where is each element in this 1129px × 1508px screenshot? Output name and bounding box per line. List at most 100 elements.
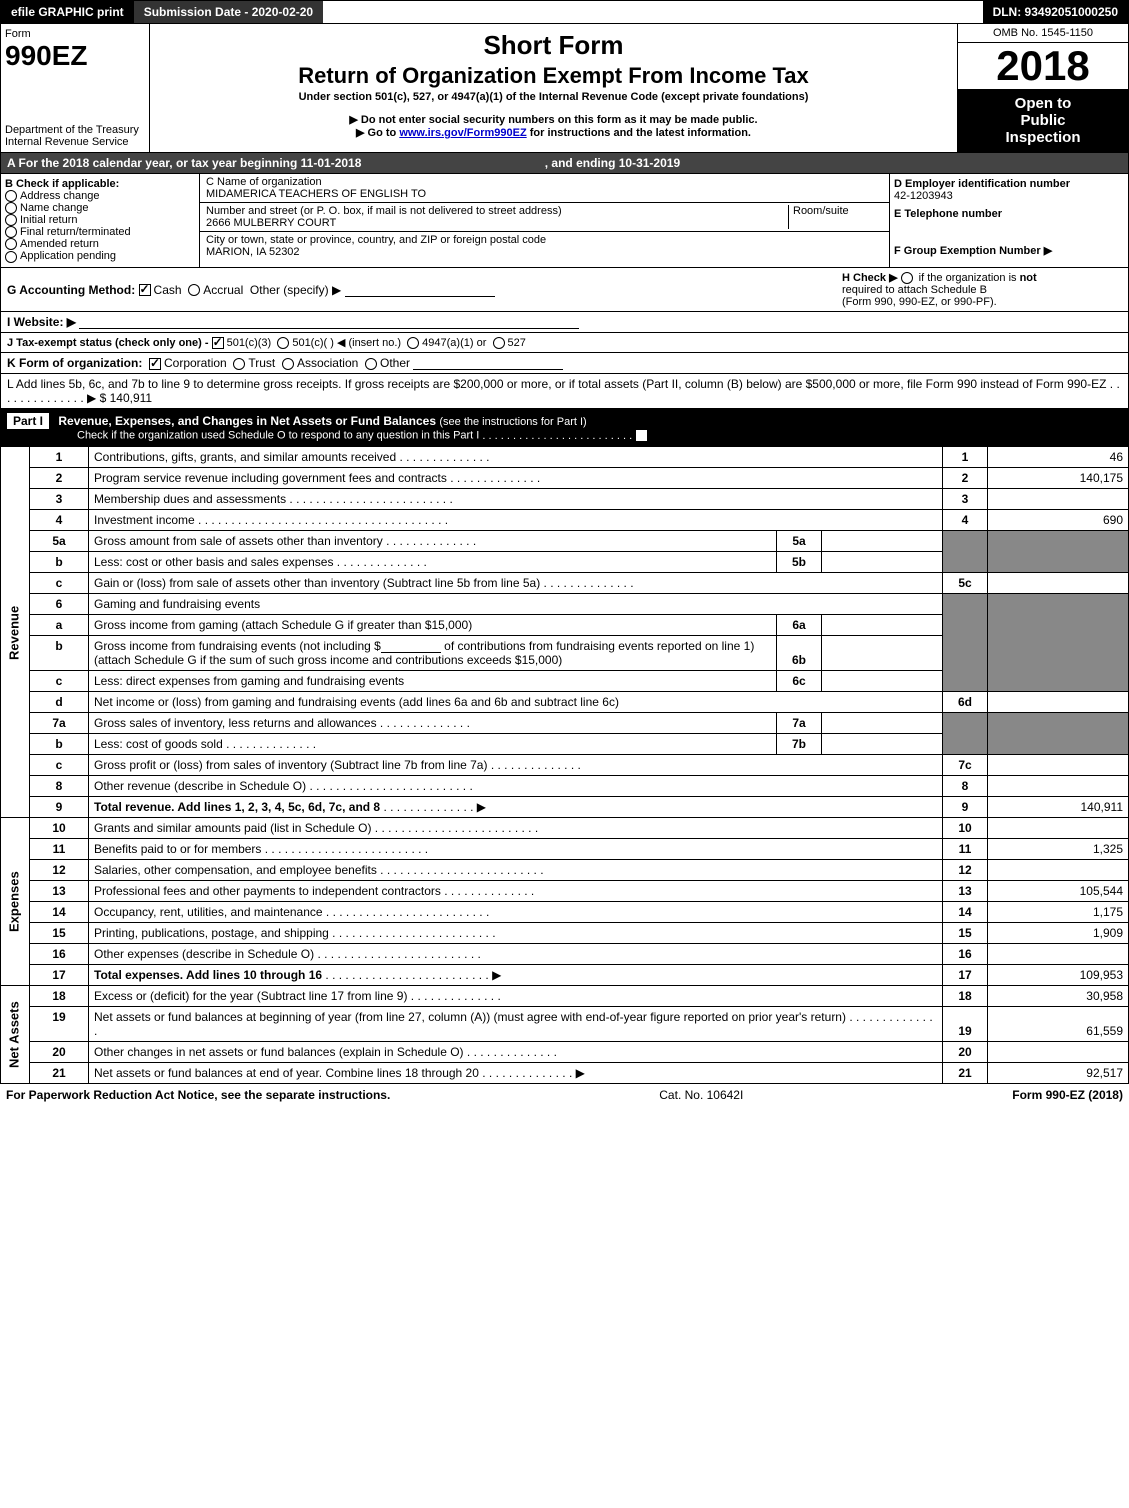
check-amended-return[interactable]: Amended return bbox=[5, 238, 195, 250]
check-cash[interactable] bbox=[139, 284, 151, 296]
opt-amended-return: Amended return bbox=[20, 238, 99, 250]
title-short-form: Short Form bbox=[154, 30, 953, 61]
check-application-pending[interactable]: Application pending bbox=[5, 250, 195, 262]
check-initial-return[interactable]: Initial return bbox=[5, 214, 195, 226]
line-1-val: 46 bbox=[988, 447, 1129, 468]
public: Public bbox=[960, 112, 1126, 129]
line-16-val bbox=[988, 944, 1129, 965]
check-other-org[interactable] bbox=[365, 358, 377, 370]
line-6-desc: Gaming and fundraising events bbox=[89, 594, 943, 615]
row-j: J Tax-exempt status (check only one) - 5… bbox=[0, 333, 1129, 353]
goto-line: ▶ Go to www.irs.gov/Form990EZ for instru… bbox=[154, 126, 953, 139]
line-14-num: 14 bbox=[30, 902, 89, 923]
website-blank bbox=[79, 316, 579, 329]
line-15-desc: Printing, publications, postage, and shi… bbox=[89, 923, 943, 944]
label-other-specify: Other (specify) ▶ bbox=[250, 283, 341, 297]
ssn-warning: ▶ Do not enter social security numbers o… bbox=[154, 113, 953, 126]
line-13-num: 13 bbox=[30, 881, 89, 902]
line-12-val bbox=[988, 860, 1129, 881]
check-association[interactable] bbox=[282, 358, 294, 370]
part1-header: Part I Revenue, Expenses, and Changes in… bbox=[0, 409, 1129, 446]
line-15-num: 15 bbox=[30, 923, 89, 944]
i-label: I Website: ▶ bbox=[7, 315, 76, 329]
title-return: Return of Organization Exempt From Incom… bbox=[154, 63, 953, 89]
line-7b-mv bbox=[822, 734, 943, 755]
line-9-val: 140,911 bbox=[988, 797, 1129, 818]
revenue-section-label: Revenue bbox=[1, 447, 30, 818]
box-def: D Employer identification number 42-1203… bbox=[890, 174, 1128, 267]
line-6a-mn: 6a bbox=[777, 615, 822, 636]
form-container: efile GRAPHIC print Submission Date - 20… bbox=[0, 0, 1129, 1106]
check-h[interactable] bbox=[901, 272, 913, 284]
part1-check-line: Check if the organization used Schedule … bbox=[7, 429, 1122, 442]
line-8-desc: Other revenue (describe in Schedule O) bbox=[89, 776, 943, 797]
h-text1: if the organization is bbox=[919, 272, 1020, 284]
line-7a-mn: 7a bbox=[777, 713, 822, 734]
check-final-return[interactable]: Final return/terminated bbox=[5, 226, 195, 238]
header-right: OMB No. 1545-1150 2018 Open to Public In… bbox=[957, 24, 1128, 152]
goto-pre: ▶ Go to bbox=[356, 127, 399, 139]
line-6d-num: d bbox=[30, 692, 89, 713]
c-label: C Name of organization bbox=[206, 176, 883, 188]
line-5c-num: c bbox=[30, 573, 89, 594]
line-21-val: 92,517 bbox=[988, 1063, 1129, 1084]
check-501c[interactable] bbox=[277, 337, 289, 349]
label-501c: 501(c)( ) ◀ (insert no.) bbox=[292, 337, 401, 349]
open-public-inspection: Open to Public Inspection bbox=[958, 89, 1128, 152]
line-5c-val bbox=[988, 573, 1129, 594]
other-specify-blank bbox=[345, 284, 495, 297]
line-6b-desc: Gross income from fundraising events (no… bbox=[89, 636, 777, 671]
line-6d-val bbox=[988, 692, 1129, 713]
irs-link[interactable]: www.irs.gov/Form990EZ bbox=[399, 127, 526, 139]
label-association: Association bbox=[297, 356, 358, 370]
check-corporation[interactable] bbox=[149, 358, 161, 370]
footer-left: For Paperwork Reduction Act Notice, see … bbox=[6, 1088, 390, 1102]
line-4-val: 690 bbox=[988, 510, 1129, 531]
check-trust[interactable] bbox=[233, 358, 245, 370]
check-501c3[interactable] bbox=[212, 337, 224, 349]
line-7a-desc: Gross sales of inventory, less returns a… bbox=[89, 713, 777, 734]
check-address-change[interactable]: Address change bbox=[5, 190, 195, 202]
label-trust: Trust bbox=[248, 356, 275, 370]
row-h: H Check ▶ if the organization is not req… bbox=[842, 271, 1122, 308]
line-7a-num: 7a bbox=[30, 713, 89, 734]
line-18-rn: 18 bbox=[943, 986, 988, 1007]
label-corporation: Corporation bbox=[164, 356, 227, 370]
line-8-val bbox=[988, 776, 1129, 797]
street-label: Number and street (or P. O. box, if mail… bbox=[206, 205, 788, 217]
l-amount: $ 140,911 bbox=[100, 391, 153, 405]
line-11-val: 1,325 bbox=[988, 839, 1129, 860]
l-arrow: ▶ bbox=[87, 391, 96, 405]
telephone-label: E Telephone number bbox=[894, 208, 1124, 220]
line-2-val: 140,175 bbox=[988, 468, 1129, 489]
line-7c-rn: 7c bbox=[943, 755, 988, 776]
part1-checkbox[interactable] bbox=[635, 429, 648, 442]
check-4947[interactable] bbox=[407, 337, 419, 349]
check-accrual[interactable] bbox=[188, 284, 200, 296]
label-527: 527 bbox=[508, 337, 526, 349]
opt-application-pending: Application pending bbox=[20, 250, 116, 262]
line-4-desc: Investment income bbox=[89, 510, 943, 531]
line-1-num: 1 bbox=[30, 447, 89, 468]
city-label: City or town, state or province, country… bbox=[206, 234, 883, 246]
omb-number: OMB No. 1545-1150 bbox=[958, 24, 1128, 43]
form-number: 990EZ bbox=[5, 40, 145, 72]
part1-title: Revenue, Expenses, and Changes in Net As… bbox=[58, 414, 436, 428]
line-12-num: 12 bbox=[30, 860, 89, 881]
line-13-desc: Professional fees and other payments to … bbox=[89, 881, 943, 902]
check-527[interactable] bbox=[493, 337, 505, 349]
line-13-val: 105,544 bbox=[988, 881, 1129, 902]
line-7b-num: b bbox=[30, 734, 89, 755]
box-b-label: B Check if applicable: bbox=[5, 178, 195, 190]
period-ending-label: , and ending bbox=[545, 156, 619, 170]
line-19-num: 19 bbox=[30, 1007, 89, 1042]
open-to: Open to bbox=[960, 95, 1126, 112]
row-g: G Accounting Method: Cash Accrual Other … bbox=[7, 283, 495, 297]
part1-table: Revenue 1 Contributions, gifts, grants, … bbox=[0, 446, 1129, 1084]
line-14-rn: 14 bbox=[943, 902, 988, 923]
row-l: L Add lines 5b, 6c, and 7b to line 9 to … bbox=[0, 374, 1129, 409]
row-i: I Website: ▶ bbox=[0, 312, 1129, 333]
line-2-desc: Program service revenue including govern… bbox=[89, 468, 943, 489]
check-name-change[interactable]: Name change bbox=[5, 202, 195, 214]
ein-value: 42-1203943 bbox=[894, 190, 1124, 202]
